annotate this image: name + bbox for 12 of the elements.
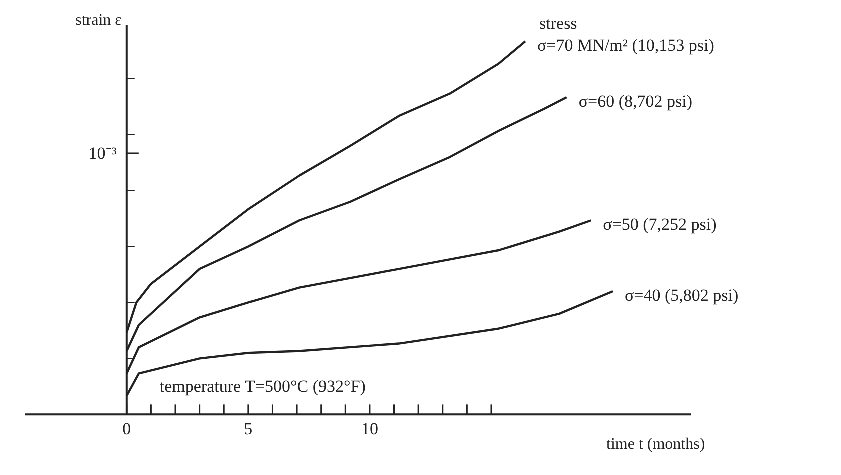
x-axis-title: time t (months) (606, 436, 706, 454)
x-tick-label: 10 (361, 420, 378, 439)
series-label: σ=50 (7,252 psi) (603, 215, 717, 234)
annotation: 10⁻³ (88, 144, 117, 163)
series-label: σ=60 (8,702 psi) (578, 92, 693, 112)
annotation: temperature T=500°C (932°F) (160, 377, 366, 396)
series-label: σ=70 MN/m² (10,153 psi) (538, 36, 714, 56)
y-axis-title: strain ε (76, 12, 122, 29)
text: stress (540, 14, 578, 34)
x-tick-label: 5 (244, 420, 253, 439)
series-label: σ=40 (5,802 psi) (625, 286, 739, 306)
x-tick-label: 0 (122, 420, 132, 439)
